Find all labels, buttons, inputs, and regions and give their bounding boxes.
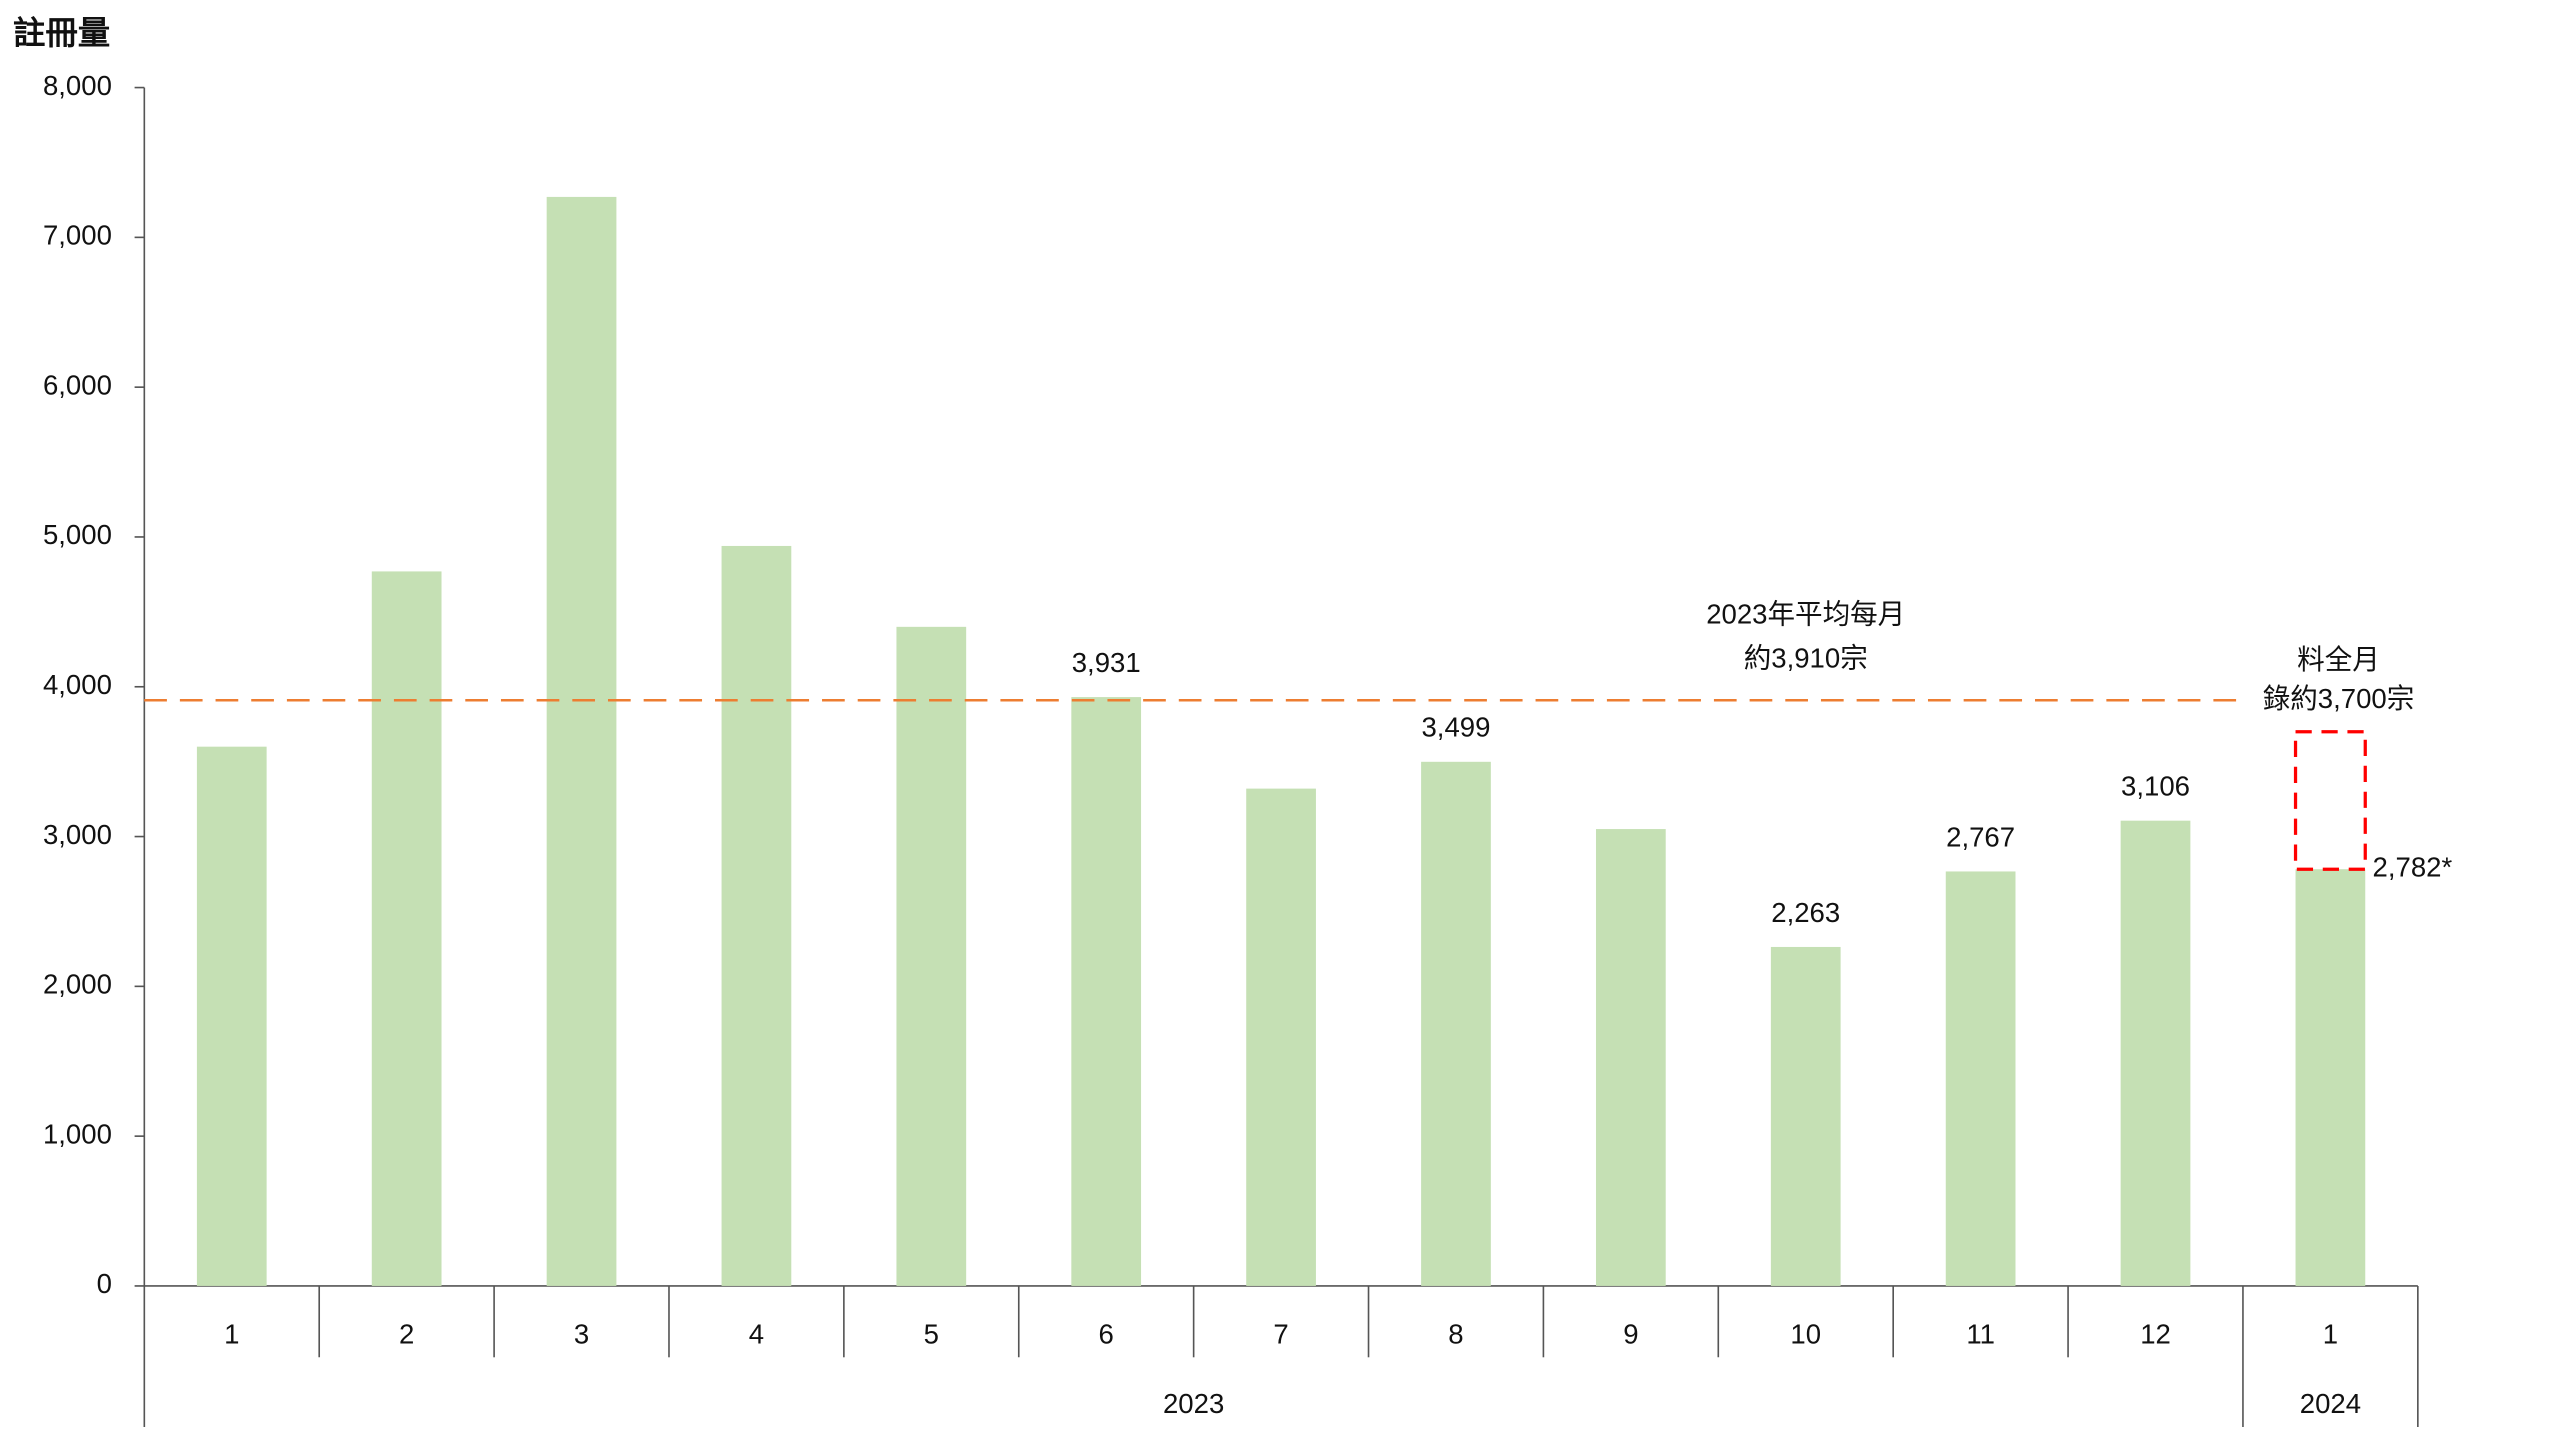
bar (196, 746, 267, 1286)
y-tick-label: 3,000 (43, 819, 112, 850)
bar (1595, 829, 1666, 1286)
x-tick-label: 7 (1273, 1318, 1288, 1349)
x-tick-label: 1 (224, 1318, 239, 1349)
value-label: 3,931 (1072, 647, 1141, 678)
bar (371, 571, 442, 1286)
y-tick-label: 7,000 (43, 220, 112, 251)
x-tick-label: 3 (574, 1318, 589, 1349)
projection-box (2293, 730, 2367, 871)
value-label: 3,106 (2121, 771, 2190, 802)
value-label: 2,782* (2373, 851, 2453, 882)
y-tick-label: 1,000 (43, 1118, 112, 1149)
y-axis-title: 註冊量 (13, 15, 110, 51)
bar (2295, 869, 2366, 1286)
bar (896, 626, 967, 1286)
value-label: 2,767 (1946, 821, 2015, 852)
average-label: 2023年平均每月 (1706, 598, 1905, 629)
y-tick-label: 0 (97, 1268, 112, 1299)
group-label: 2024 (2300, 1388, 2361, 1419)
y-tick-label: 8,000 (43, 70, 112, 101)
y-tick-label: 5,000 (43, 519, 112, 550)
bar (1421, 761, 1491, 1286)
bar (546, 196, 617, 1286)
x-tick-label: 5 (924, 1318, 939, 1349)
bar (721, 545, 792, 1286)
x-tick-label: 10 (1790, 1318, 1821, 1349)
projection-label: 錄約3,700宗 (2263, 683, 2415, 714)
x-tick-label: 6 (1099, 1318, 1114, 1349)
bar (1770, 946, 1841, 1286)
x-tick-label: 1 (2323, 1318, 2338, 1349)
average-label: 約3,910宗 (1744, 642, 1868, 673)
x-tick-label: 4 (749, 1318, 764, 1349)
bar (1246, 788, 1316, 1286)
x-tick-label: 9 (1623, 1318, 1638, 1349)
bar (1945, 871, 2016, 1286)
bar (1071, 697, 1142, 1286)
y-tick-label: 6,000 (43, 369, 112, 400)
y-tick-label: 2,000 (43, 969, 112, 1000)
y-tick-label: 4,000 (43, 669, 112, 700)
group-label: 2023 (1163, 1388, 1224, 1419)
x-tick-label: 8 (1448, 1318, 1463, 1349)
projection-label: 料全月 (2297, 644, 2380, 675)
bar (2120, 820, 2191, 1286)
value-label: 2,263 (1771, 897, 1840, 928)
x-tick-label: 12 (2140, 1318, 2171, 1349)
x-tick-label: 2 (399, 1318, 414, 1349)
value-label: 3,499 (1421, 712, 1490, 743)
x-tick-label: 11 (1966, 1318, 1995, 1349)
